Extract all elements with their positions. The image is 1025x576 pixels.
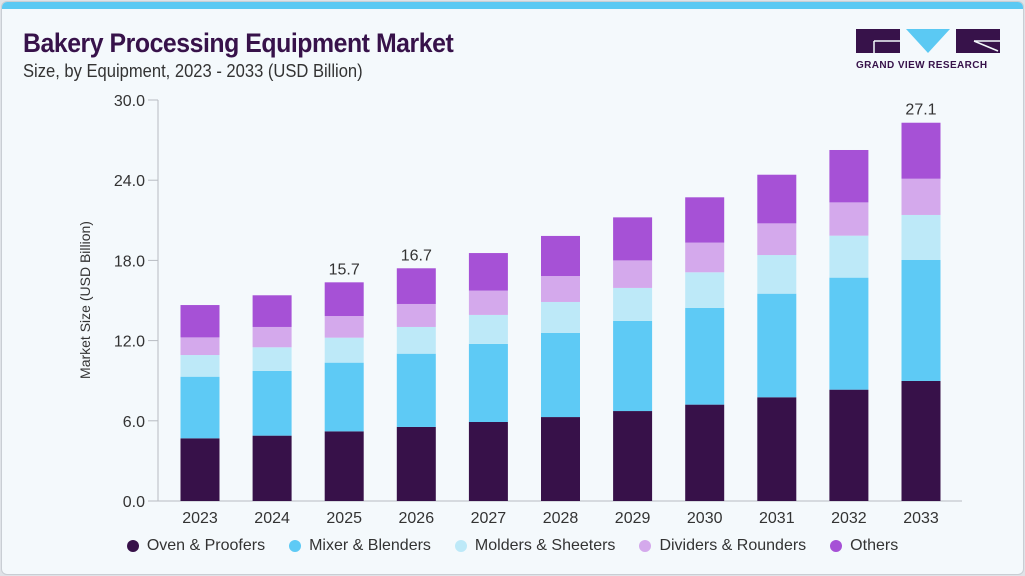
data-label: 16.7 xyxy=(401,247,432,264)
y-tick-label: 0.0 xyxy=(123,494,145,511)
bar-segment-others-2033 xyxy=(901,122,941,179)
bar-segment-molders-sheeters-2024 xyxy=(252,347,292,371)
bar-segment-molders-sheeters-2028 xyxy=(541,301,580,333)
top-accent-stripe xyxy=(2,2,1023,9)
legend-label: Mixer & Blenders xyxy=(309,537,431,554)
x-tick-label: 2027 xyxy=(471,510,507,527)
bar-segment-mixer-blenders-2028 xyxy=(541,332,580,418)
legend-label: Dividers & Rounders xyxy=(659,537,807,554)
bar-segment-mixer-blenders-2032 xyxy=(829,277,869,390)
bar-segment-others-2027 xyxy=(468,253,508,291)
bar-segment-oven-proofers-2026 xyxy=(396,426,436,501)
bar-segment-others-2024 xyxy=(252,295,292,327)
y-axis-label: Market Size (USD Billion) xyxy=(77,221,93,379)
legend-swatch-icon xyxy=(289,540,302,552)
legend-item: Mixer & Blenders xyxy=(289,537,431,555)
y-tick-label: 30.0 xyxy=(114,93,145,110)
bar-segment-oven-proofers-2027 xyxy=(468,422,508,501)
bar-segment-others-2032 xyxy=(829,149,869,203)
bar-segment-dividers-rounders-2032 xyxy=(829,202,869,236)
y-tick-label: 12.0 xyxy=(114,334,145,351)
chart-subtitle: Size, by Equipment, 2023 - 2033 (USD Bil… xyxy=(23,61,363,81)
bar-segment-molders-sheeters-2033 xyxy=(901,214,941,260)
legend: Oven & Proofers Mixer & Blenders Molders &… xyxy=(0,537,1025,555)
bar-segment-molders-sheeters-2031 xyxy=(757,255,797,294)
bar-segment-mixer-blenders-2026 xyxy=(396,353,436,427)
x-tick-label: 2030 xyxy=(687,510,723,527)
bar-segment-others-2023 xyxy=(180,305,220,338)
x-tick-label: 2032 xyxy=(831,510,867,527)
legend-label: Molders & Sheeters xyxy=(474,537,616,554)
bar-segment-others-2026 xyxy=(396,268,436,304)
legend-swatch-icon xyxy=(126,540,139,552)
bar-segment-mixer-blenders-2029 xyxy=(613,320,653,412)
bar-segment-dividers-rounders-2023 xyxy=(180,337,220,356)
y-tick-label: 18.0 xyxy=(114,253,145,270)
bar-segment-oven-proofers-2030 xyxy=(685,404,725,501)
bar-segment-molders-sheeters-2025 xyxy=(324,337,364,363)
legend-swatch-icon xyxy=(830,540,843,552)
legend-label: Oven & Proofers xyxy=(146,537,266,554)
bar-segment-oven-proofers-2029 xyxy=(613,411,653,501)
bar-segment-mixer-blenders-2024 xyxy=(252,370,292,436)
bar-segment-others-2029 xyxy=(613,217,653,261)
legend-item: Dividers & Rounders xyxy=(639,537,806,555)
x-tick-label: 2033 xyxy=(903,510,939,527)
x-tick-label: 2028 xyxy=(543,510,579,527)
bar-segment-others-2030 xyxy=(685,197,725,243)
bar-segment-others-2031 xyxy=(757,174,797,224)
grand-view-research-logo: GRAND VIEW RESEARCH xyxy=(856,29,1001,71)
x-tick-label: 2026 xyxy=(399,510,435,527)
bar-segment-others-2028 xyxy=(541,235,580,277)
bar-segment-molders-sheeters-2030 xyxy=(685,272,725,308)
bar-segment-oven-proofers-2033 xyxy=(901,380,941,501)
x-tick-label: 2023 xyxy=(182,510,218,527)
bar-segment-others-2025 xyxy=(324,282,364,317)
legend-label: Others xyxy=(850,537,899,554)
bar-segment-molders-sheeters-2026 xyxy=(396,326,436,354)
bar-segment-mixer-blenders-2027 xyxy=(468,343,508,423)
bar-segment-mixer-blenders-2033 xyxy=(901,259,941,381)
bar-segment-mixer-blenders-2031 xyxy=(757,293,797,398)
x-tick-label: 2031 xyxy=(759,510,795,527)
bar-segment-dividers-rounders-2026 xyxy=(396,303,436,327)
legend-item: Molders & Sheeters xyxy=(454,537,616,555)
x-tick-label: 2024 xyxy=(254,510,290,527)
legend-item: Oven & Proofers xyxy=(126,537,266,555)
bar-segment-oven-proofers-2032 xyxy=(829,389,869,501)
bar-segment-molders-sheeters-2032 xyxy=(829,235,869,278)
bar-segment-dividers-rounders-2027 xyxy=(468,290,508,315)
bar-segment-oven-proofers-2025 xyxy=(324,431,364,501)
bar-segment-dividers-rounders-2028 xyxy=(541,276,580,302)
chart-title: Bakery Processing Equipment Market xyxy=(23,28,454,58)
bar-segment-mixer-blenders-2025 xyxy=(324,362,364,432)
bar-segment-mixer-blenders-2023 xyxy=(180,376,220,439)
legend-item: Others xyxy=(830,537,898,555)
bar-segment-oven-proofers-2023 xyxy=(180,438,220,501)
bar-segment-molders-sheeters-2029 xyxy=(613,287,653,321)
logo-text: GRAND VIEW RESEARCH xyxy=(856,60,988,71)
x-tick-label: 2025 xyxy=(326,510,362,527)
bar-segment-dividers-rounders-2031 xyxy=(757,223,797,256)
bar-segment-dividers-rounders-2033 xyxy=(901,178,941,215)
bar-segment-dividers-rounders-2029 xyxy=(613,260,653,288)
bar-segment-dividers-rounders-2024 xyxy=(252,326,292,348)
bar-segment-oven-proofers-2028 xyxy=(541,417,580,501)
y-tick-label: 24.0 xyxy=(114,173,145,190)
data-label: 27.1 xyxy=(905,102,936,119)
bar-segment-oven-proofers-2024 xyxy=(252,435,292,501)
bar-segment-oven-proofers-2031 xyxy=(757,397,797,501)
data-label: 15.7 xyxy=(329,261,360,278)
bar-segment-dividers-rounders-2030 xyxy=(685,242,725,273)
legend-swatch-icon xyxy=(639,540,652,552)
x-tick-label: 2029 xyxy=(615,510,651,527)
bar-segment-molders-sheeters-2023 xyxy=(180,355,220,377)
y-tick-label: 6.0 xyxy=(123,414,145,431)
gvr-logo-icon xyxy=(856,29,1000,53)
bar-segment-mixer-blenders-2030 xyxy=(685,307,725,405)
legend-swatch-icon xyxy=(454,540,467,552)
bar-segment-dividers-rounders-2025 xyxy=(324,316,364,338)
bar-segment-molders-sheeters-2027 xyxy=(468,314,508,344)
